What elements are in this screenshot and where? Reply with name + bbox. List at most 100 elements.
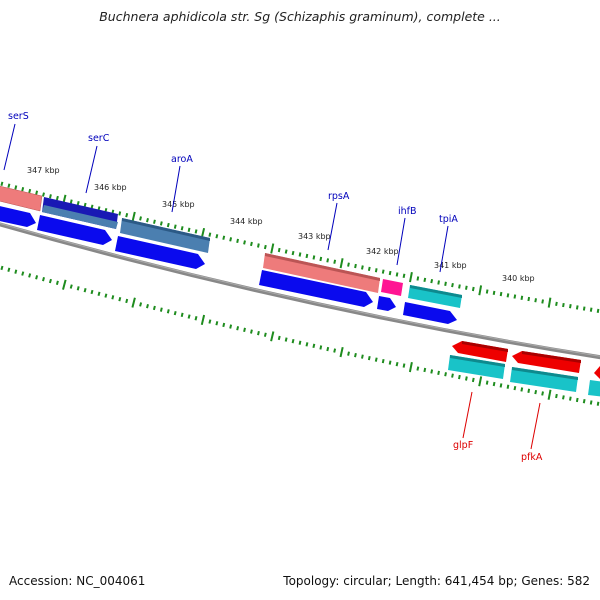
- inner-tick-80: [547, 389, 552, 400]
- inner-tick-82: [562, 395, 565, 400]
- inner-tick-65: [444, 372, 447, 377]
- outer-tick-58: [395, 272, 399, 277]
- inner-tick-83: [569, 396, 572, 401]
- inner-tick-85: [582, 399, 586, 404]
- gene-label-tpiA: tpiA: [439, 214, 458, 225]
- outer-tick-43: [291, 250, 295, 256]
- outer-tick-11: [69, 199, 73, 204]
- outer-tick-79: [541, 299, 544, 304]
- feature-rpsA-band: [263, 253, 380, 293]
- inner-tick-24: [159, 307, 163, 312]
- kbp-label-344: 344 kbp: [230, 217, 263, 226]
- inner-tick-53: [361, 354, 364, 359]
- kbp-labels: 347 kbp 346 kbp 345 kbp 344 kbp 343 kbp …: [27, 166, 535, 283]
- outer-tick-33: [222, 235, 226, 240]
- outer-tick-18: [118, 211, 122, 216]
- accession-text: Accession: NC_004061: [9, 574, 146, 588]
- outer-tick-66: [451, 282, 454, 288]
- arrow-glpF: [452, 341, 508, 362]
- callout-rpsA: [327, 202, 338, 251]
- outer-tick-44: [298, 252, 302, 257]
- arrow-rpsA: [259, 270, 373, 307]
- inner-tick-37: [250, 329, 253, 334]
- inner-tick-63: [430, 369, 434, 374]
- inner-tick-61: [416, 366, 420, 371]
- inner-tick-66: [451, 373, 454, 378]
- outer-tick-8: [49, 194, 52, 199]
- inner-tick-1: [0, 265, 4, 271]
- inner-tick-50: [339, 346, 344, 358]
- inner-tick-64: [437, 370, 440, 376]
- inner-tick-13: [83, 288, 87, 293]
- inner-tick-57: [388, 360, 392, 365]
- outer-tick-56: [381, 269, 385, 274]
- outer-tick-52: [354, 263, 357, 269]
- outer-tick-46: [312, 255, 316, 260]
- outer-tick-76: [520, 295, 524, 300]
- inner-tick-44: [298, 340, 302, 345]
- outer-tick-25: [166, 222, 170, 228]
- outer-tick-4: [21, 187, 25, 192]
- outer-tick-23: [153, 219, 156, 224]
- feature-serC-band-highlight: [42, 205, 118, 229]
- inner-tick-40: [270, 331, 275, 342]
- callout-glpF: [462, 391, 473, 439]
- outer-tick-47: [319, 256, 323, 262]
- band-pfkA-top: [512, 367, 578, 380]
- gene-label-glpF: glpF: [453, 440, 473, 451]
- inner-tick-68: [465, 376, 468, 381]
- outer-tick-34: [229, 237, 233, 242]
- outer-tick-85: [582, 306, 586, 311]
- genome-stats-text: Topology: circular; Length: 641,454 bp; …: [283, 574, 590, 588]
- kbp-label-341: 341 kbp: [434, 261, 467, 270]
- inner-tick-81: [555, 393, 558, 399]
- feature-tpiA-band-top: [410, 285, 462, 298]
- inner-tick-28: [187, 314, 191, 319]
- inner-tick-29: [194, 316, 198, 321]
- inner-tick-73: [499, 383, 503, 388]
- inner-tick-75: [513, 385, 517, 391]
- inner-tick-19: [125, 298, 129, 304]
- outer-tick-74: [506, 293, 510, 298]
- outer-tick-36: [243, 240, 246, 245]
- outer-tick-5: [28, 188, 32, 194]
- outer-tick-86: [589, 307, 593, 312]
- inner-tick-76: [520, 387, 524, 392]
- inner-tick-6: [35, 275, 39, 280]
- inner-tick-55: [374, 357, 378, 362]
- outer-tick-1: [0, 181, 4, 186]
- outer-tick-50: [339, 258, 344, 269]
- inner-tick-9: [55, 280, 59, 286]
- outer-tick-87: [596, 308, 600, 313]
- inner-tick-5: [28, 273, 32, 278]
- outer-tick-13: [83, 202, 87, 208]
- outer-tick-38: [257, 243, 260, 248]
- outer-tick-78: [534, 298, 537, 303]
- inner-tick-ring: [0, 265, 600, 406]
- outer-tick-24: [159, 221, 163, 226]
- outer-tick-61: [416, 276, 420, 281]
- outer-tick-63: [430, 278, 434, 284]
- callout-lines: [3, 123, 541, 450]
- arrow-glpF-top: [462, 341, 508, 352]
- outer-tick-80: [547, 297, 552, 308]
- inner-tick-43: [291, 338, 295, 344]
- outer-tick-45: [305, 253, 309, 259]
- outer-tick-49: [333, 259, 337, 264]
- inner-tick-56: [381, 358, 385, 364]
- inner-tick-74: [506, 384, 510, 389]
- inner-tick-42: [284, 337, 288, 342]
- kbp-label-343: 343 kbp: [298, 232, 331, 241]
- arrow-pfkA: [512, 351, 581, 373]
- inner-tick-86: [589, 400, 593, 405]
- inner-tick-77: [527, 388, 531, 393]
- inner-tick-41: [277, 335, 281, 341]
- map-title: Buchnera aphidicola str. Sg (Schizaphis …: [99, 9, 501, 24]
- inner-tick-72: [492, 381, 496, 387]
- outer-tick-37: [250, 241, 253, 247]
- inner-tick-52: [354, 352, 357, 358]
- inner-tick-20: [131, 297, 136, 308]
- outer-tick-60: [409, 272, 413, 283]
- inner-tick-38: [257, 330, 260, 336]
- inner-tick-36: [243, 327, 246, 333]
